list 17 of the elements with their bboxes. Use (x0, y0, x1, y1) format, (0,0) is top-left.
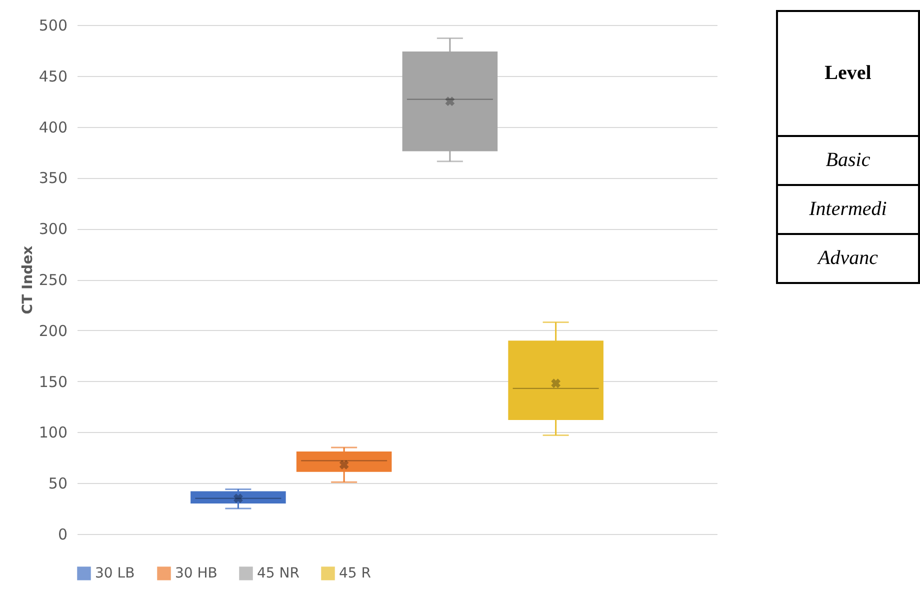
y-tick-label: 200 (38, 322, 68, 340)
y-tick-label: 300 (38, 220, 68, 238)
y-tick-label: 500 (38, 16, 68, 34)
y-tick-label: 250 (38, 271, 68, 289)
y-tick-label: 150 (38, 372, 68, 391)
legend-label: 30 LB (95, 565, 135, 582)
y-tick-label: 350 (38, 169, 68, 188)
y-tick-label: 100 (38, 424, 68, 442)
y-tick-label: 450 (38, 67, 68, 86)
y-axis-title: CT Index (20, 246, 36, 314)
table: Level Basic Intermedi Advanc (776, 10, 920, 284)
legend-label: 45 NR (257, 565, 300, 582)
y-tick-label: 0 (58, 526, 68, 544)
y-tick-label: 400 (38, 118, 68, 136)
y-tick-label: 50 (48, 474, 68, 493)
legend-label: 45 R (339, 565, 372, 582)
legend-label: 30 HB (175, 565, 218, 582)
